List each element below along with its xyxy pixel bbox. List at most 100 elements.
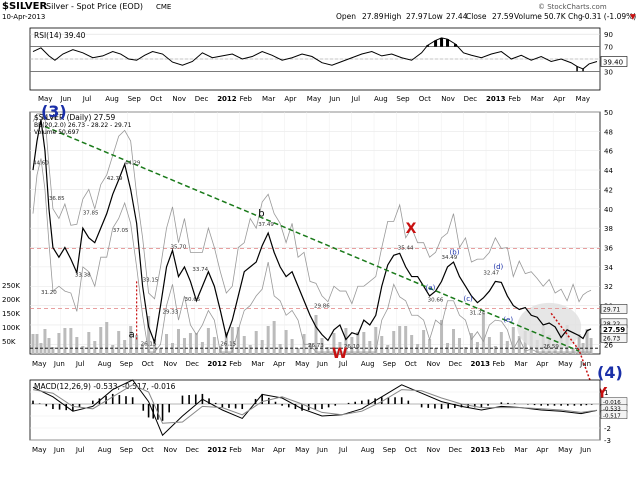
volume-bar <box>35 334 39 354</box>
month-label-top: May <box>576 95 590 103</box>
month-label-bottom: Sep <box>120 446 134 454</box>
month-label-top: Jun <box>328 95 340 103</box>
rsi-current-value: 39.40 <box>603 58 623 66</box>
month-label-bottom: Feb <box>229 446 242 454</box>
price-tick-label: 46 <box>604 148 613 156</box>
month-label-mid: Mar <box>514 360 527 368</box>
price-label: 29.33 <box>163 309 179 315</box>
macd-right-box <box>600 410 628 419</box>
volume-tick-label: 250K <box>2 282 20 290</box>
price-title: $SILVER (Daily) 27.59 <box>34 113 115 122</box>
volume-bar <box>99 327 103 354</box>
volume-bar <box>63 328 67 354</box>
price-right-box <box>600 333 628 343</box>
price-tick-label: 42 <box>604 186 613 194</box>
volume-bar <box>260 340 264 354</box>
volume-bar <box>206 328 210 354</box>
price-tick-label: 38 <box>604 225 613 233</box>
volume-bar <box>585 329 589 354</box>
month-label-bottom: Dec <box>185 446 199 454</box>
price-tick-label: 40 <box>604 206 613 214</box>
volume-bar <box>362 332 366 354</box>
month-label-bottom: Dec <box>449 446 463 454</box>
bollinger-lower <box>32 158 592 353</box>
volume-bar <box>416 344 420 354</box>
month-label-top: May <box>38 95 52 103</box>
volume-bar <box>272 321 276 354</box>
volume-bar <box>236 327 240 354</box>
month-label-mid: 2012 <box>207 360 227 368</box>
bollinger-upper <box>32 113 592 305</box>
volume-bar <box>147 316 151 354</box>
volume-bar <box>47 338 51 354</box>
watermark: © StockCharts.com <box>538 3 607 11</box>
close-label: Close <box>466 12 487 21</box>
price-right-box <box>600 304 628 314</box>
month-label-bottom: May <box>32 446 46 454</box>
month-label-mid: Dec <box>185 360 199 368</box>
volume-bar <box>386 345 390 354</box>
price-label: 37.05 <box>113 228 129 234</box>
price-right-label: 26.73 <box>603 335 620 342</box>
projection-line <box>550 312 592 384</box>
month-label-top: Nov <box>441 95 455 103</box>
chart-marks: 30 50 70 90 RSI(14) 39.40 39.40 May Jun Jul Aug Se… <box>2 27 628 454</box>
low-value: 27.44 <box>446 12 468 21</box>
price-right-label: 29.71 <box>603 306 620 313</box>
low-label: Low <box>428 12 443 21</box>
month-label-top: Feb <box>240 95 253 103</box>
macd-line <box>32 379 598 437</box>
price-label: 33.74 <box>192 267 208 273</box>
month-label-mid: Sep <box>383 360 397 368</box>
wave-label: X <box>406 221 417 237</box>
macd-right-label: -0.016 <box>603 400 621 406</box>
volume-bar <box>326 347 330 354</box>
month-label-bottom: Nov <box>164 446 178 454</box>
volume-bar <box>368 341 372 354</box>
rsi-title: RSI(14) 39.40 <box>34 31 86 40</box>
volume-bar <box>93 341 97 354</box>
wave-label: b <box>258 209 264 220</box>
price-label: 30.66 <box>428 298 444 304</box>
price-tick-label: 36 <box>604 245 613 253</box>
high-label: High <box>384 12 401 21</box>
volume-bar <box>69 328 73 354</box>
month-label-mid: Jun <box>579 360 591 368</box>
price-tick-label: 34 <box>604 264 613 272</box>
month-label-top: Nov <box>172 95 186 103</box>
month-label-bottom: Mar <box>514 446 527 454</box>
month-label-bottom: Sep <box>383 446 397 454</box>
volume-bar <box>457 338 461 354</box>
month-label-mid: Oct <box>405 360 417 368</box>
month-label-bottom: Jul <box>338 446 348 454</box>
month-label-top: Aug <box>105 95 119 103</box>
month-label-mid: Jun <box>53 360 65 368</box>
price-label: 32.47 <box>483 271 499 277</box>
volume-bar <box>404 326 408 354</box>
volume-bar <box>224 332 228 354</box>
price-label: 26.15 <box>220 341 236 347</box>
month-label-bottom: Jun <box>579 446 591 454</box>
volume-bar <box>105 322 109 354</box>
volume-bar <box>350 337 354 354</box>
chg-value: -0.31 (-1.09%) <box>582 12 636 21</box>
month-label-mid: Nov <box>164 360 178 368</box>
volume-bar <box>278 344 282 354</box>
volume-bar <box>290 339 294 354</box>
month-label-top: Oct <box>150 95 162 103</box>
volume-bar <box>577 334 581 354</box>
volume-bar <box>374 327 378 354</box>
chg-label: Chg <box>568 12 583 21</box>
month-label-mid: Jul <box>75 360 85 368</box>
volume-bar <box>332 333 336 354</box>
month-label-mid: Jul <box>338 360 348 368</box>
volume-bar <box>75 337 79 354</box>
close-value: 27.59 <box>492 12 514 21</box>
macd-tick-label: 1 <box>604 389 608 397</box>
volume-bar <box>242 336 246 354</box>
volume-bar <box>165 334 169 354</box>
volume-legend: Volume 50,697 <box>34 129 79 136</box>
price-label: 37.85 <box>83 211 99 217</box>
volume-bar <box>182 338 186 354</box>
